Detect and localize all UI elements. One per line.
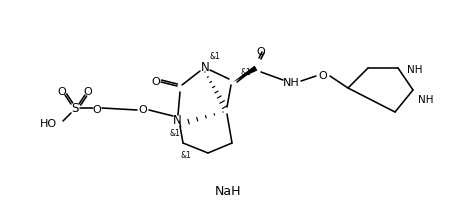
Text: O: O <box>57 87 66 97</box>
Text: O: O <box>256 47 265 57</box>
Text: O: O <box>318 71 327 81</box>
Text: NH: NH <box>417 95 433 105</box>
Text: HO: HO <box>40 119 57 129</box>
Text: NaH: NaH <box>214 186 241 199</box>
Text: &1: &1 <box>180 151 191 159</box>
Text: S: S <box>71 102 79 114</box>
Text: O: O <box>92 105 101 115</box>
Text: NH: NH <box>282 78 299 88</box>
Text: &1: &1 <box>169 129 180 138</box>
Polygon shape <box>233 66 257 82</box>
Text: NH: NH <box>406 65 422 75</box>
Text: O: O <box>138 105 147 115</box>
Text: O: O <box>83 87 92 97</box>
Text: &1: &1 <box>241 68 251 76</box>
Text: N: N <box>172 113 181 127</box>
Text: &1: &1 <box>210 51 220 60</box>
Text: N: N <box>200 60 209 73</box>
Text: O: O <box>152 77 160 87</box>
